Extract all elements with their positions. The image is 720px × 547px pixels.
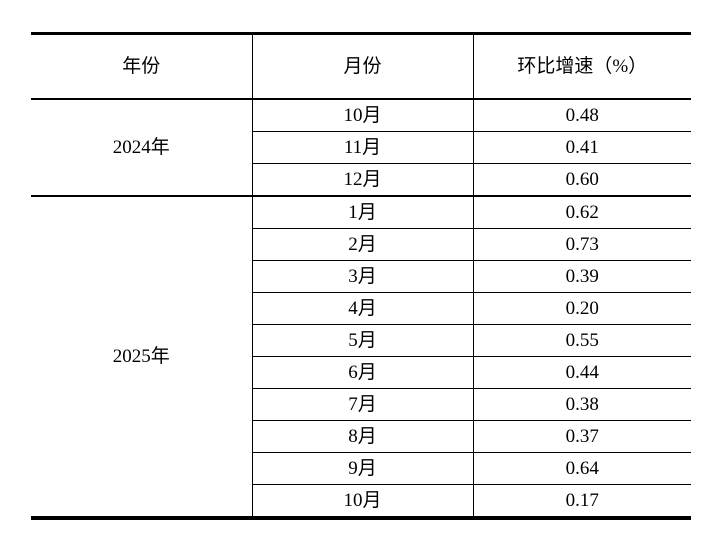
table-row: 4月 0.20 [31, 292, 691, 325]
month-cell: 11月 [251, 131, 473, 164]
table-row: 5月 0.55 [31, 324, 691, 357]
month-cell: 6月 [251, 356, 473, 389]
table-row: 2024年 10月 0.48 [31, 98, 691, 196]
value-cell: 0.73 [472, 228, 691, 261]
value-cell: 0.37 [472, 420, 691, 453]
header-month: 月份 [251, 33, 473, 100]
table-header: 年份 月份 环比增速（%） [31, 33, 691, 100]
table-row: 7月 0.38 [31, 388, 691, 421]
value-cell: 0.64 [472, 452, 691, 485]
month-cell: 8月 [251, 420, 473, 453]
value-cell: 0.38 [472, 388, 691, 421]
value-cell: 0.41 [472, 131, 691, 164]
month-cell: 7月 [251, 388, 473, 421]
month-cell: 4月 [251, 292, 473, 325]
table-row: 11月 0.41 [31, 131, 691, 164]
table-row: 6月 0.44 [31, 356, 691, 389]
value-cell: 0.55 [472, 324, 691, 357]
table-row: 9月 0.64 [31, 452, 691, 485]
value-cell: 0.20 [472, 292, 691, 325]
month-cell: 2月 [251, 228, 473, 261]
value-cell: 0.39 [472, 260, 691, 293]
table-row: 2025年 1月 0.62 [31, 195, 691, 518]
month-cell: 10月 [251, 484, 473, 518]
value-cell: 0.60 [472, 163, 691, 196]
table-row: 8月 0.37 [31, 420, 691, 453]
year-cell: 2024年 [31, 98, 252, 196]
table-row: 3月 0.39 [31, 260, 691, 293]
table-body: 2024年 10月 0.48 11月 0.41 12月 0.60 2025年 1月 0.62 2月 0… [31, 98, 691, 518]
value-cell: 0.17 [472, 484, 691, 518]
value-cell: 0.44 [472, 356, 691, 389]
growth-rate-table: 年份 月份 环比增速（%） 2024年 10月 0.48 11月 0.41 12月 0.60… [31, 32, 691, 520]
month-cell: 5月 [251, 324, 473, 357]
month-cell: 12月 [251, 163, 473, 196]
header-year: 年份 [31, 33, 252, 100]
header-growth-rate: 环比增速（%） [472, 33, 691, 100]
header-row: 年份 月份 环比增速（%） [31, 33, 691, 100]
year-cell: 2025年 [31, 195, 252, 518]
table-row: 10月 0.17 [31, 484, 691, 518]
table-row: 12月 0.60 [31, 163, 691, 196]
month-cell: 1月 [251, 195, 473, 229]
month-cell: 3月 [251, 260, 473, 293]
table-row: 2月 0.73 [31, 228, 691, 261]
month-cell: 10月 [251, 98, 473, 132]
value-cell: 0.62 [472, 195, 691, 229]
month-cell: 9月 [251, 452, 473, 485]
value-cell: 0.48 [472, 98, 691, 132]
